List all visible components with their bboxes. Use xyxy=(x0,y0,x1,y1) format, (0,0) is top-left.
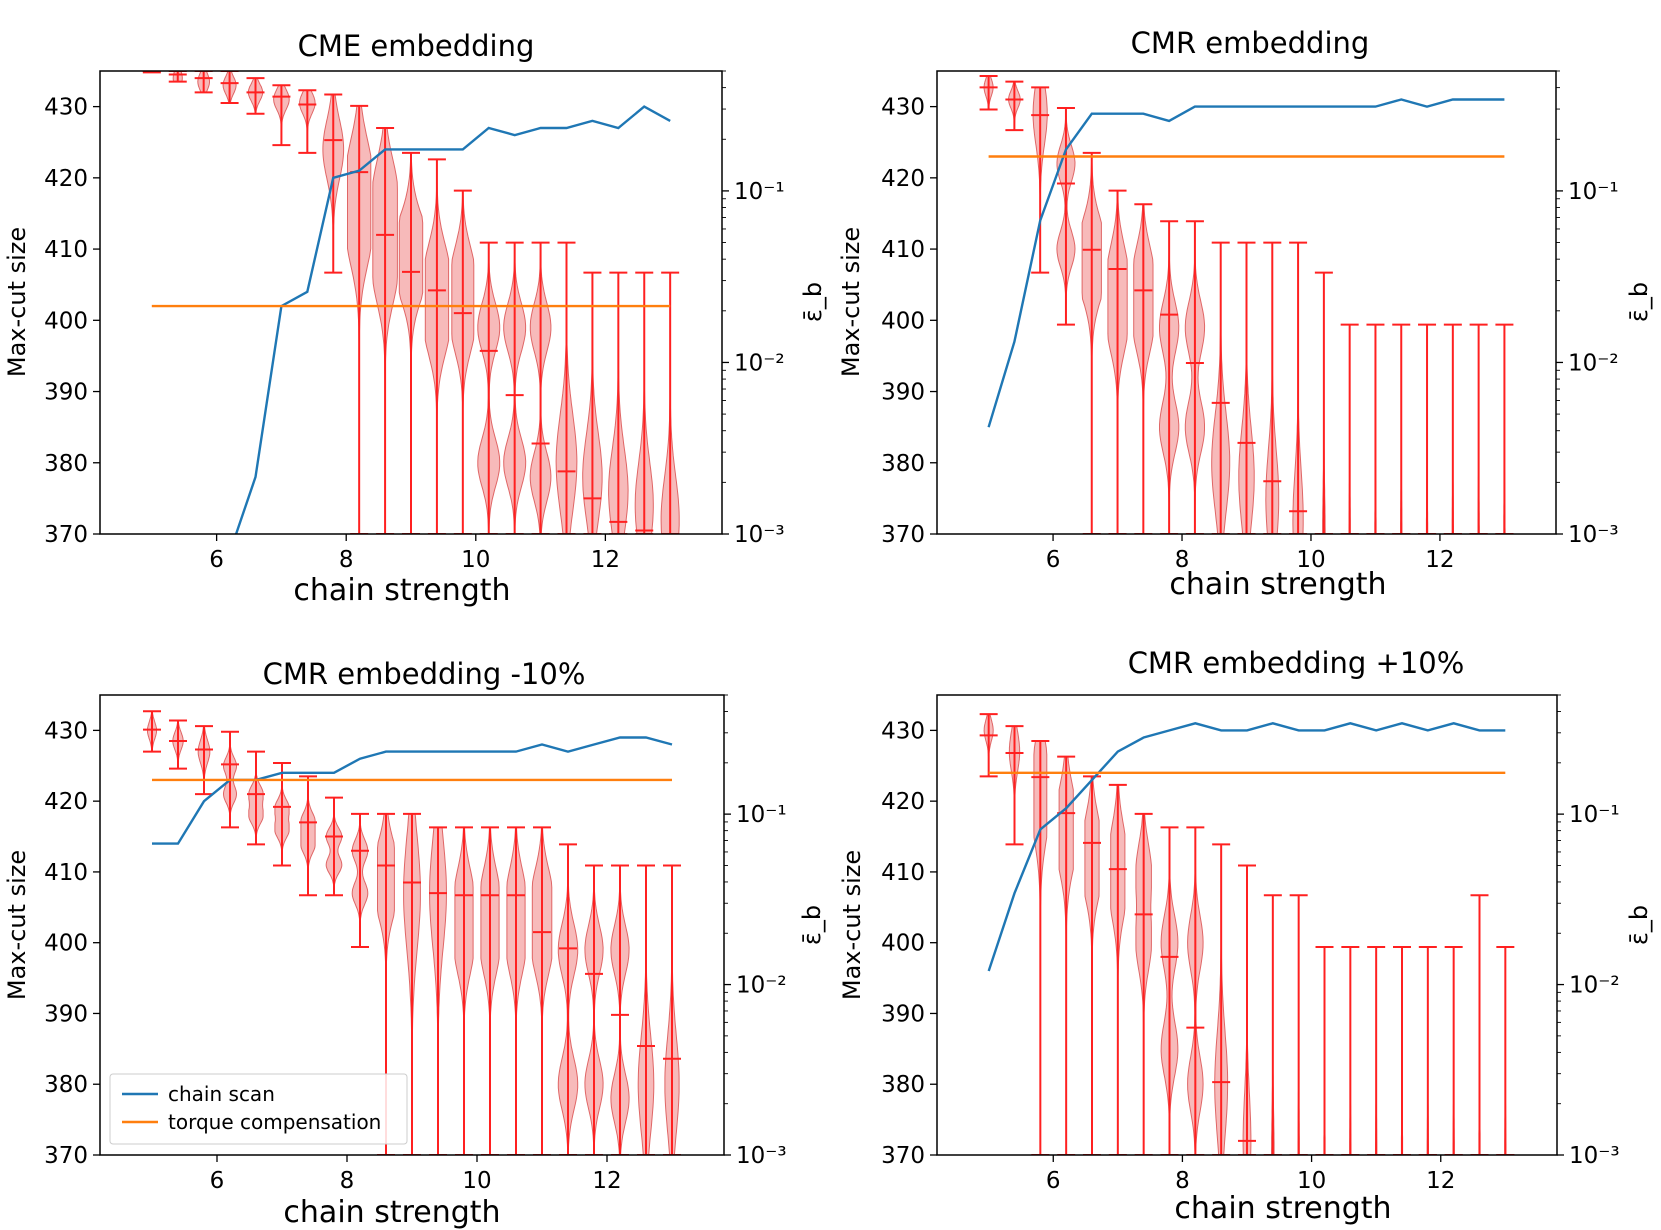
x-tick-label: 12 xyxy=(1426,1168,1455,1194)
y-tick-label: 390 xyxy=(881,1001,925,1027)
panel-title: CMR embedding xyxy=(1131,26,1370,60)
x-tick-label: 12 xyxy=(591,547,620,573)
y2-tick-label: 10⁻³ xyxy=(1568,522,1619,548)
y-tick-label: 430 xyxy=(881,718,925,744)
y2-tick-label: 10⁻² xyxy=(1568,350,1619,376)
y-tick-label: 430 xyxy=(881,95,925,121)
x-tick-label: 10 xyxy=(462,1168,491,1194)
x-tick-label: 10 xyxy=(1296,547,1325,573)
y-tick-label: 400 xyxy=(44,308,88,334)
y-axis-label: Max-cut size xyxy=(3,227,31,377)
axes-frame xyxy=(99,70,723,535)
y-tick-label: 370 xyxy=(44,522,88,548)
x-tick-label: 8 xyxy=(1175,547,1190,573)
legend-chain-scan-label: chain scan xyxy=(168,1082,275,1106)
y2-tick-label: 10⁻² xyxy=(1569,973,1620,999)
legend-box xyxy=(109,1073,408,1145)
y-tick-label: 410 xyxy=(44,860,88,886)
x-tick-label: 6 xyxy=(210,1168,225,1194)
plot-area xyxy=(142,71,680,534)
x-axis-label: chain strength xyxy=(1174,1191,1391,1226)
y2-tick-label: 10⁻³ xyxy=(736,1143,787,1169)
axes-frame xyxy=(936,70,1557,535)
y-axis-label: Max-cut size xyxy=(837,227,865,377)
x-tick-label: 6 xyxy=(1046,547,1061,573)
y2-tick-label: 10⁻¹ xyxy=(736,802,787,828)
y-axis-label: Max-cut size xyxy=(3,850,31,1000)
y-tick-label: 400 xyxy=(44,931,88,957)
y-axis-label: Max-cut size xyxy=(838,850,866,1000)
y-tick-label: 410 xyxy=(881,860,925,886)
y-tick-label: 410 xyxy=(44,237,88,263)
x-tick-label: 8 xyxy=(1175,1168,1190,1194)
y2-tick-label: 10⁻² xyxy=(736,973,787,999)
axes-frame xyxy=(99,694,725,1156)
y2-tick-label: 10⁻³ xyxy=(1569,1143,1620,1169)
panel-title: CMR embedding +10% xyxy=(1128,646,1465,680)
y-tick-label: 420 xyxy=(881,789,925,815)
x-axis-label: chain strength xyxy=(283,1195,500,1230)
chain-scan-line xyxy=(987,98,1505,428)
x-tick-label: 8 xyxy=(339,547,354,573)
y-tick-label: 370 xyxy=(881,1143,925,1169)
panel-cmr-embedding-minus-10: CMR embedding -10% chain strength Max-cu… xyxy=(3,657,826,1230)
y-tick-label: 370 xyxy=(881,522,925,548)
y-tick-label: 400 xyxy=(881,931,925,957)
plot-area xyxy=(979,74,1514,534)
y-tick-label: 390 xyxy=(44,1001,88,1027)
y-tick-label: 400 xyxy=(881,308,925,334)
x-tick-label: 12 xyxy=(592,1168,621,1194)
legend-torque-label: torque compensation xyxy=(168,1110,381,1134)
x-tick-label: 6 xyxy=(1046,1168,1061,1194)
y-tick-label: 370 xyxy=(44,1143,88,1169)
y-tick-label: 420 xyxy=(44,789,88,815)
panel-cmr-embedding-plus-10: CMR embedding +10% chain strength Max-cu… xyxy=(838,646,1653,1226)
panel-cme-embedding: CME embedding chain strength Max-cut siz… xyxy=(3,29,827,608)
legend: chain scan torque compensation xyxy=(109,1073,408,1145)
y-tick-label: 410 xyxy=(881,237,925,263)
y-tick-label: 430 xyxy=(44,718,88,744)
x-tick-label: 8 xyxy=(340,1168,355,1194)
x-axis-label: chain strength xyxy=(293,573,510,608)
y2-tick-label: 10⁻¹ xyxy=(1569,802,1620,828)
y-tick-label: 380 xyxy=(44,451,88,477)
y2-axis-label: ε̄_b xyxy=(799,282,827,322)
y-tick-label: 380 xyxy=(44,1072,88,1098)
y-tick-label: 430 xyxy=(44,95,88,121)
y2-tick-label: 10⁻¹ xyxy=(734,179,785,205)
x-tick-label: 10 xyxy=(461,547,490,573)
y-tick-label: 420 xyxy=(881,166,925,192)
x-tick-label: 10 xyxy=(1297,1168,1326,1194)
y-tick-label: 390 xyxy=(881,380,925,406)
panel-title: CME embedding xyxy=(298,29,535,63)
x-tick-label: 6 xyxy=(209,547,224,573)
y2-tick-label: 10⁻² xyxy=(734,350,785,376)
plot-area xyxy=(979,713,1515,1155)
y2-axis-label: ε̄_b xyxy=(1625,905,1653,945)
panel-cmr-embedding: CMR embedding chain strength Max-cut siz… xyxy=(837,26,1653,602)
x-axis-label: chain strength xyxy=(1169,567,1386,602)
y-tick-label: 420 xyxy=(44,166,88,192)
y2-tick-label: 10⁻¹ xyxy=(1568,179,1619,205)
plot-area xyxy=(143,710,681,1155)
y-tick-label: 390 xyxy=(44,380,88,406)
y2-tick-label: 10⁻³ xyxy=(734,522,785,548)
y-tick-label: 380 xyxy=(881,1072,925,1098)
y-tick-label: 380 xyxy=(881,451,925,477)
x-tick-label: 12 xyxy=(1425,547,1454,573)
panel-title: CMR embedding -10% xyxy=(263,657,586,691)
chain-scan-line xyxy=(234,105,671,534)
chain-scan-line xyxy=(987,722,1506,972)
y2-axis-label: ε̄_b xyxy=(798,905,826,945)
y2-axis-label: ε̄_b xyxy=(1625,282,1653,322)
axes-frame xyxy=(936,694,1558,1156)
